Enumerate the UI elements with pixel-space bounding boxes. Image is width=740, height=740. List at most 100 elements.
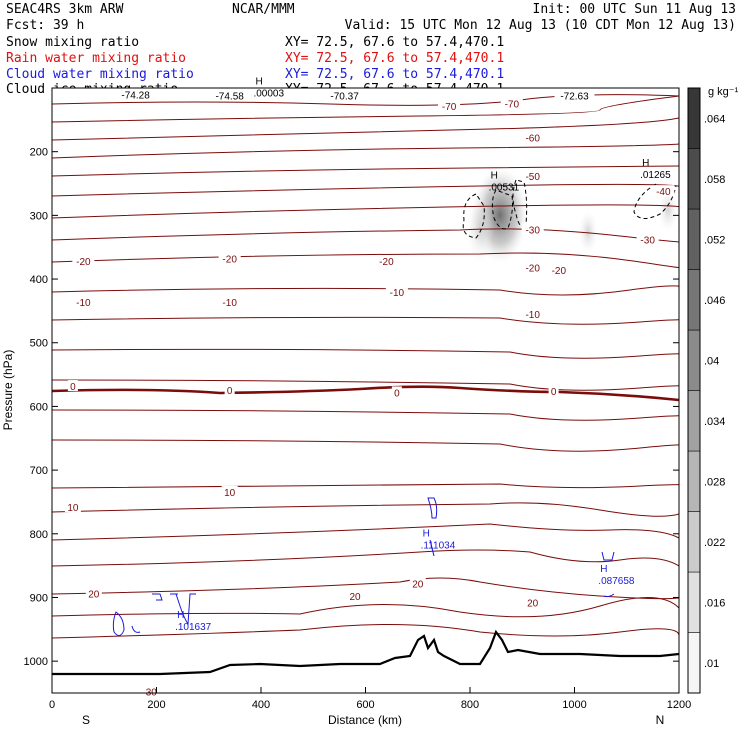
colorbar-tick-label: .034 xyxy=(704,416,725,428)
isotherm-label-bg xyxy=(636,233,659,245)
isotherm-label: -20 xyxy=(379,257,394,268)
isotherm-label: -74.58 xyxy=(215,92,244,103)
colorbar-tick-label: .022 xyxy=(704,537,725,549)
isotherm-label-bg xyxy=(209,89,250,101)
x-axis: 0 200 400 600 800 1000 1200 xyxy=(49,687,691,711)
colorbar-segment xyxy=(687,148,701,210)
colorbar-tick-label: .052 xyxy=(704,234,725,246)
isotherm-label-bg xyxy=(521,131,544,143)
isotherm-label-bg xyxy=(521,308,544,320)
y-tick-label: 400 xyxy=(30,274,48,286)
isotherm-label-bg xyxy=(115,88,156,100)
isotherm-label-bg xyxy=(521,169,544,181)
max-marker-h: H xyxy=(177,610,184,621)
endpoint-left-label: S xyxy=(82,713,90,727)
isotherm-label: -20 xyxy=(222,255,237,266)
isotherm-label: -72.63 xyxy=(560,92,589,103)
colorbar-tick-label: .016 xyxy=(704,597,725,609)
isotherm-label-bg xyxy=(547,264,570,276)
field-name-cloud-water: Cloud water mixing ratio xyxy=(6,67,194,82)
isotherm-label: -20 xyxy=(76,257,91,268)
isotherm-label-bg xyxy=(224,383,235,395)
isotherm-label-bg xyxy=(548,385,559,397)
plot-area xyxy=(52,88,679,693)
colorbar-segment xyxy=(687,450,701,512)
max-value-label: .101637 xyxy=(175,622,212,633)
max-value-label: .00003 xyxy=(253,88,284,99)
x-tick-label: 1200 xyxy=(667,699,691,711)
colorbar-tick-label: .064 xyxy=(704,113,725,125)
colorbar-tick-label: .028 xyxy=(704,476,725,488)
isotherm-labels: -74.28 -74.58 -70.37 -72.63 -70 -70 -60 -50 -40 -… xyxy=(64,88,675,699)
terrain-line xyxy=(52,629,679,676)
isotherm-label: 10 xyxy=(67,503,79,514)
field-xy-rain: XY= 72.5, 67.6 to 57.4,470.1 xyxy=(285,51,504,66)
cloud-water-contours xyxy=(112,497,615,636)
x-tick-label: 200 xyxy=(147,699,165,711)
isotherm-label-bg xyxy=(143,685,160,697)
y-tick-label: 800 xyxy=(30,529,48,541)
y-tick-label: 300 xyxy=(30,210,48,222)
x-tick-label: 800 xyxy=(461,699,479,711)
y-tick-label: 900 xyxy=(30,592,48,604)
isotherm-label-bg xyxy=(521,223,544,235)
isotherm-label: 0 xyxy=(70,382,76,393)
isotherm-label: 20 xyxy=(88,590,100,601)
isotherm-label: -10 xyxy=(222,298,237,309)
max-marker-h: H xyxy=(642,158,649,169)
snow-shading-west xyxy=(466,192,494,264)
isotherm-label-bg xyxy=(64,501,81,513)
snow-shading-north xyxy=(658,188,678,232)
max-value-label: .087658 xyxy=(598,576,635,587)
snow-contours xyxy=(462,179,677,239)
isotherm-label-bg xyxy=(72,255,95,267)
isotherm-label: -70.37 xyxy=(330,92,359,103)
y-axis-label: Pressure (hPa) xyxy=(1,350,15,431)
field-xy-snow: XY= 72.5, 67.6 to 57.4,470.1 xyxy=(285,35,504,50)
isotherm-label-bg xyxy=(554,89,595,101)
valid-time: Valid: 15 UTC Mon 12 Aug 13 (10 CDT Mon … xyxy=(345,18,736,33)
colorbar-segment xyxy=(687,329,701,391)
isotherm-label-bg xyxy=(500,97,523,109)
isotherm-label: -30 xyxy=(640,236,655,247)
isotherm-label: -20 xyxy=(525,264,540,275)
y-tick-label: 200 xyxy=(30,147,48,159)
isotherm-label: 20 xyxy=(349,592,361,603)
x-tick-label: 600 xyxy=(356,699,374,711)
colorbar-segment xyxy=(687,390,701,452)
isotherm-label: 0 xyxy=(551,387,557,398)
field-name-snow: Snow mixing ratio xyxy=(6,35,139,50)
isotherm-label: -74.28 xyxy=(121,90,150,101)
isotherm-label: -30 xyxy=(525,225,540,236)
isotherm-label: 10 xyxy=(224,488,236,499)
isotherm-label: 0 xyxy=(227,386,233,397)
max-value-label: .111034 xyxy=(421,541,456,552)
isotherm-label-bg xyxy=(218,295,241,307)
y-tick-label: 500 xyxy=(30,338,48,350)
field-xy-cloud-water: XY= 72.5, 67.6 to 57.4,470.1 xyxy=(285,67,504,82)
isotherm-label: 0 xyxy=(394,388,400,399)
isotherm-label: -70 xyxy=(442,102,457,113)
isotherm-label-bg xyxy=(375,255,398,267)
isotherm-label-bg xyxy=(391,386,402,398)
colorbar-segment xyxy=(687,269,701,331)
isotherm-label-bg xyxy=(521,261,544,273)
isotherm-label-bg xyxy=(72,295,95,307)
isotherm-label-bg xyxy=(67,380,78,392)
isotherm-label: -10 xyxy=(390,288,405,299)
init-time: Init: 00 UTC Sun 11 Aug 13 xyxy=(533,2,737,17)
snow-shading-east xyxy=(578,210,598,254)
max-marker-h: H xyxy=(255,76,262,87)
colorbar-tick-label: .046 xyxy=(704,295,725,307)
max-labels: H.00003H.00531H.01265H.111034H.087658H.1… xyxy=(175,76,671,633)
colorbar-segment xyxy=(687,87,701,149)
max-value-label: .01265 xyxy=(640,170,671,181)
isotherm-label-bg xyxy=(438,99,461,111)
isotherm-label: 20 xyxy=(527,599,539,610)
colorbar-frame xyxy=(687,87,701,694)
isotherm-label: -70 xyxy=(505,99,520,110)
colorbar-tick-label: .01 xyxy=(704,658,719,670)
isotherm-label: -40 xyxy=(656,187,671,198)
isotherm-label: -50 xyxy=(525,172,540,183)
